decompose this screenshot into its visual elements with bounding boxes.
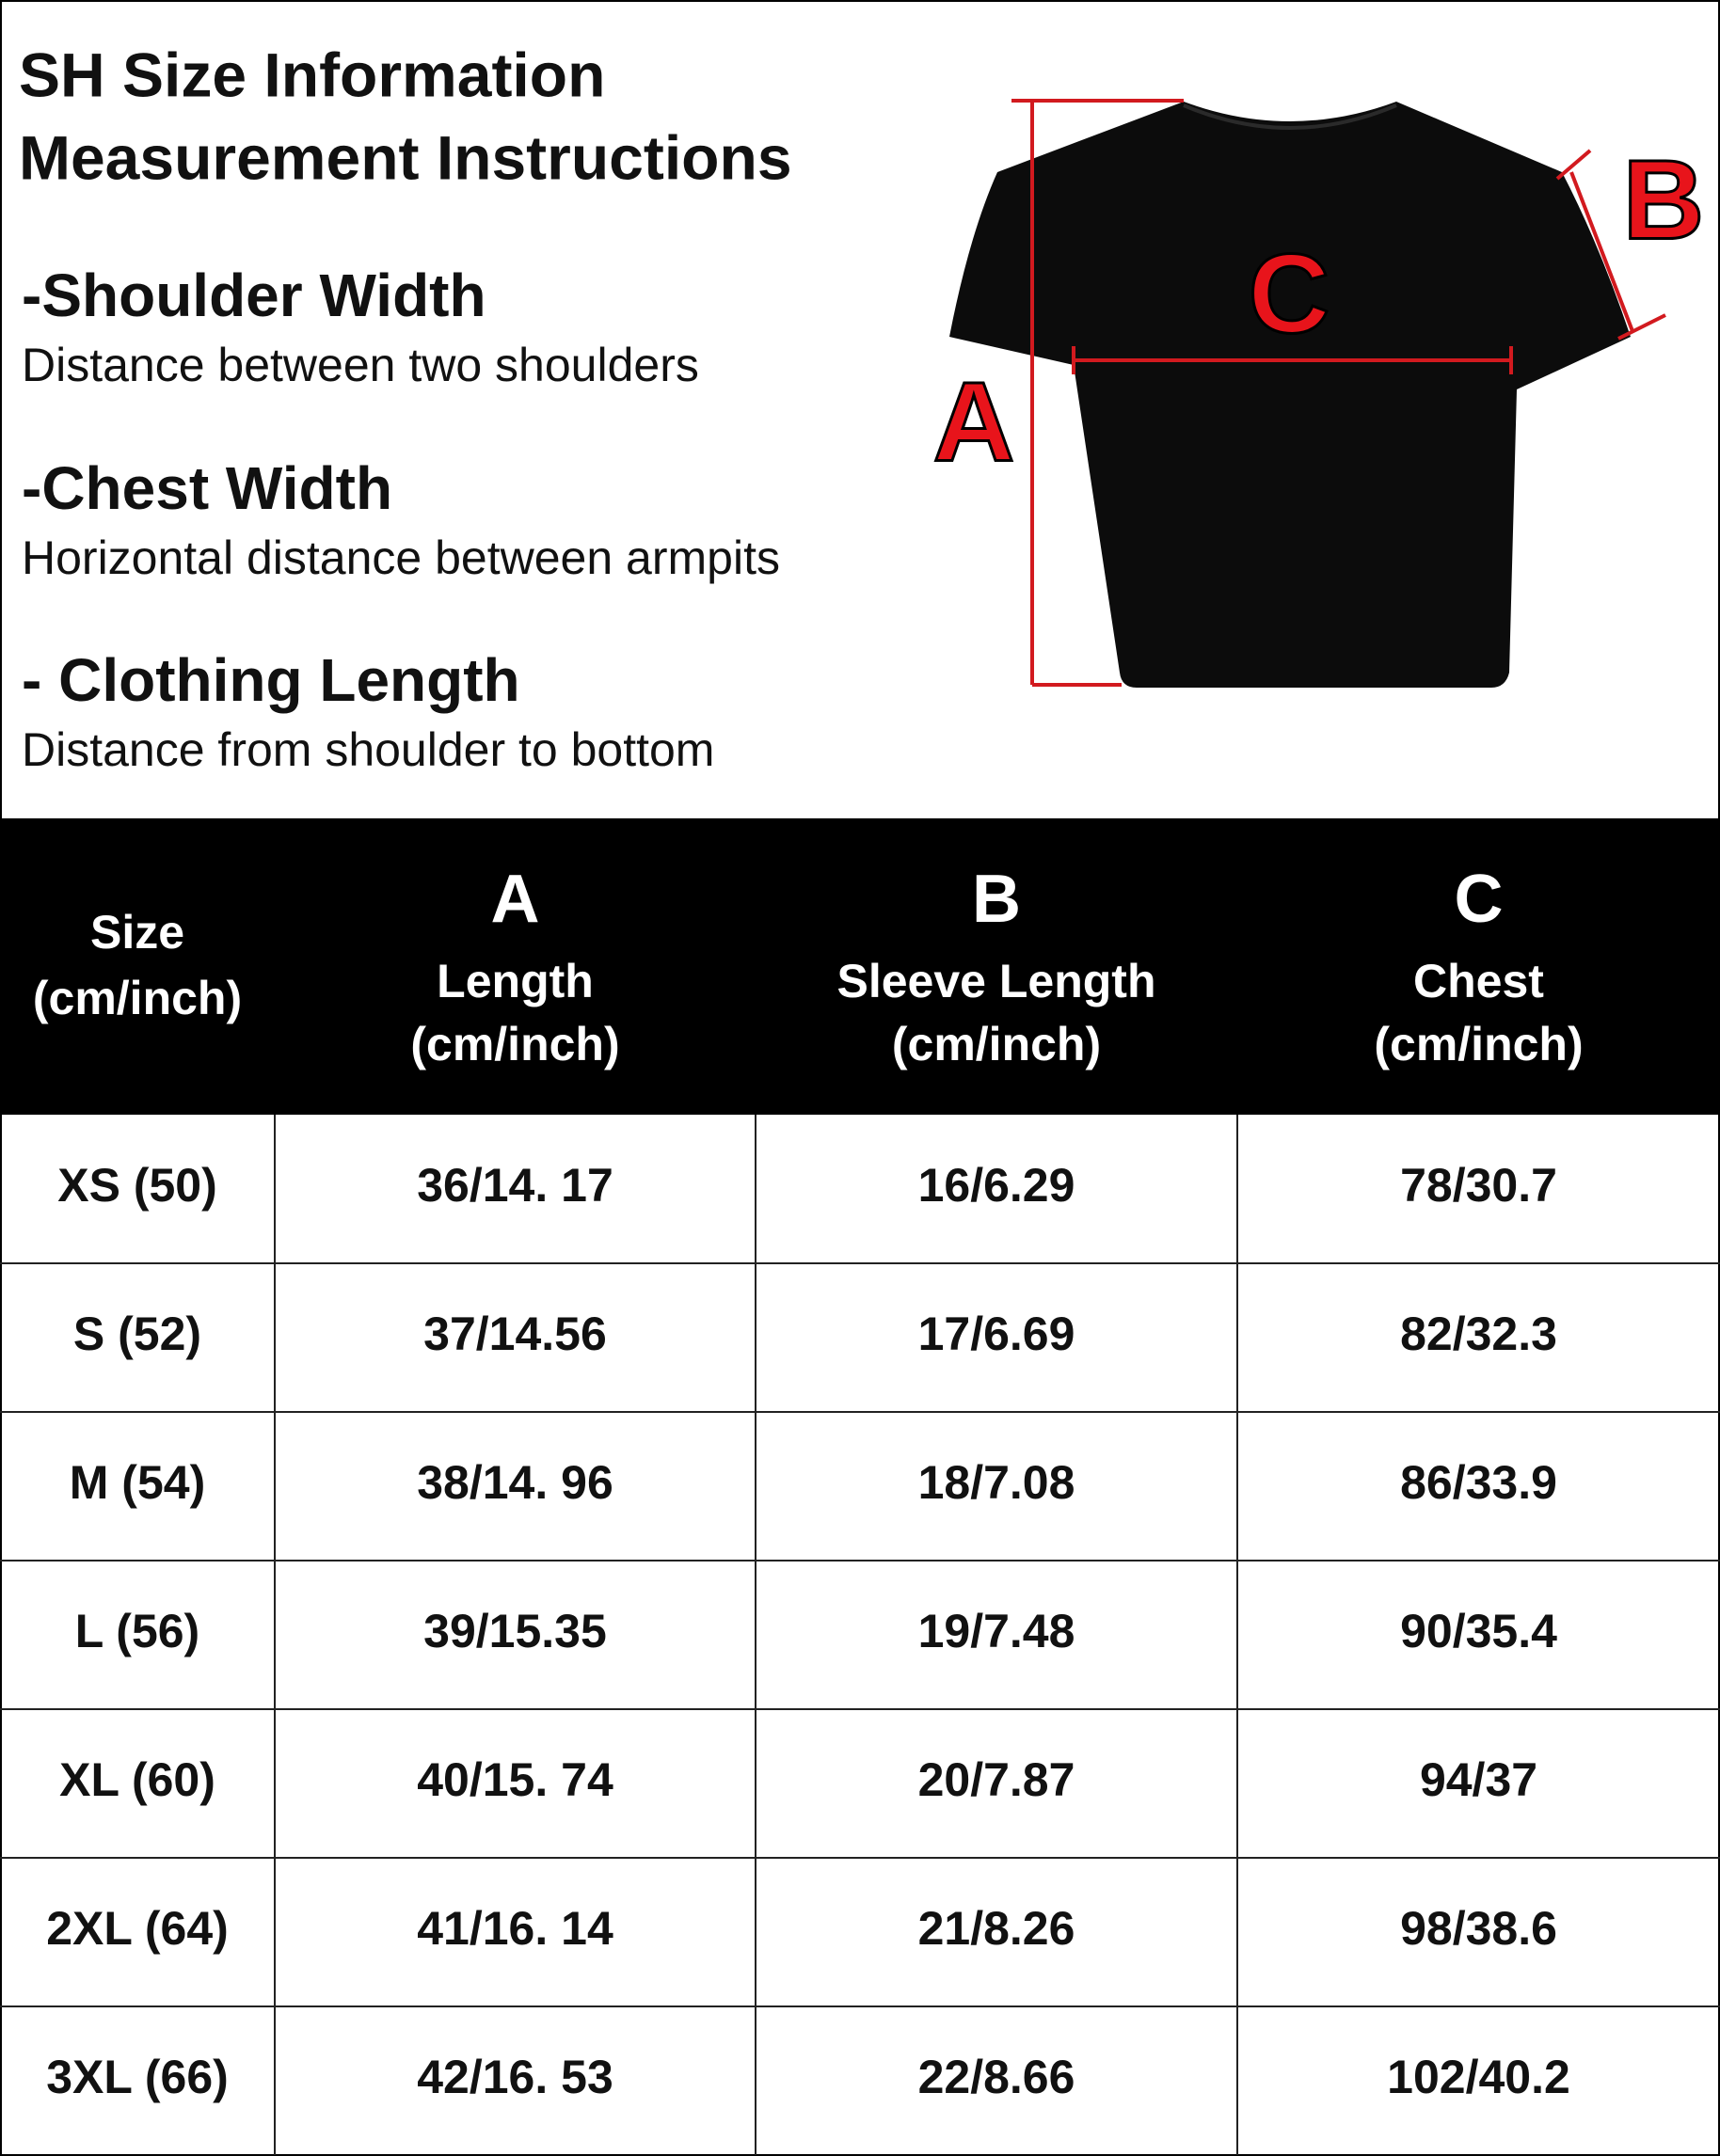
table-cell: 98/38.6 xyxy=(1400,1902,1557,1955)
header-letter: C xyxy=(1455,862,1504,937)
table-cell: 20/7.87 xyxy=(918,1753,1075,1806)
table-cell: 37/14.56 xyxy=(423,1308,607,1360)
instruction-description: Distance from shoulder to bottom xyxy=(22,723,714,776)
header-label: Size xyxy=(90,906,184,959)
diagram-label: C xyxy=(1249,231,1330,357)
collar xyxy=(1183,103,1397,130)
header-unit: (cm/inch) xyxy=(33,972,242,1024)
shirt xyxy=(949,102,1631,688)
table: Size (cm/inch) A Length (cm/inch) B Sleeve Len… xyxy=(0,862,1720,2155)
diagram-label: A xyxy=(933,359,1015,485)
title-line: Measurement Instructions xyxy=(19,122,792,192)
instruction-heading: - Clothing Length xyxy=(22,646,520,714)
instruction-heading: -Shoulder Width xyxy=(22,262,486,329)
table-cell: M (54) xyxy=(70,1456,205,1509)
header-label: Chest xyxy=(1413,955,1544,1007)
shirt-diagram: A B C xyxy=(932,99,1706,688)
table-cell: S (52) xyxy=(73,1308,201,1360)
instruction-heading: -Chest Width xyxy=(22,454,392,522)
table-cell: 102/40.2 xyxy=(1387,2051,1570,2103)
table-cell: 94/37 xyxy=(1420,1753,1537,1806)
table-cell: 42/16. 53 xyxy=(417,2051,613,2103)
table-cell: 18/7.08 xyxy=(918,1456,1075,1509)
table-cell: 86/33.9 xyxy=(1400,1456,1557,1509)
table-cell: 36/14. 17 xyxy=(417,1159,613,1212)
header-letter: B xyxy=(972,862,1021,937)
header-unit: (cm/inch) xyxy=(410,1018,619,1070)
instruction-description: Horizontal distance between armpits xyxy=(22,531,780,584)
header-unit: (cm/inch) xyxy=(1374,1018,1583,1070)
table-cell: XL (60) xyxy=(59,1753,215,1806)
table-cell: 38/14. 96 xyxy=(417,1456,613,1509)
header-label: Sleeve Length xyxy=(837,955,1156,1007)
measure-lines xyxy=(1011,99,1666,687)
table-cell: L (56) xyxy=(75,1605,199,1657)
title-line: SH Size Information xyxy=(19,40,605,109)
header-letter: A xyxy=(491,862,540,937)
table-cell: 82/32.3 xyxy=(1400,1308,1557,1360)
table-cell: 17/6.69 xyxy=(918,1308,1075,1360)
instruction-description: Distance between two shoulders xyxy=(22,339,699,391)
header-label: Length xyxy=(437,955,594,1007)
table-cell: 21/8.26 xyxy=(918,1902,1075,1955)
diagram-label: B xyxy=(1623,137,1705,263)
table-cell: 19/7.48 xyxy=(918,1605,1075,1657)
table-cell: XS (50) xyxy=(57,1159,217,1212)
table-cell: 40/15. 74 xyxy=(417,1753,613,1806)
table-cell: 22/8.66 xyxy=(918,2051,1075,2103)
table-cell: 90/35.4 xyxy=(1400,1605,1557,1657)
header-unit: (cm/inch) xyxy=(892,1018,1101,1070)
table-cell: 2XL (64) xyxy=(46,1902,229,1955)
table-cell: 39/15.35 xyxy=(423,1605,607,1657)
table-cell: 41/16. 14 xyxy=(417,1902,613,1955)
table-header xyxy=(0,818,1720,1115)
table-cell: 78/30.7 xyxy=(1400,1159,1557,1212)
table-cell: 3XL (66) xyxy=(46,2051,229,2103)
table-cell: 16/6.29 xyxy=(918,1159,1075,1212)
